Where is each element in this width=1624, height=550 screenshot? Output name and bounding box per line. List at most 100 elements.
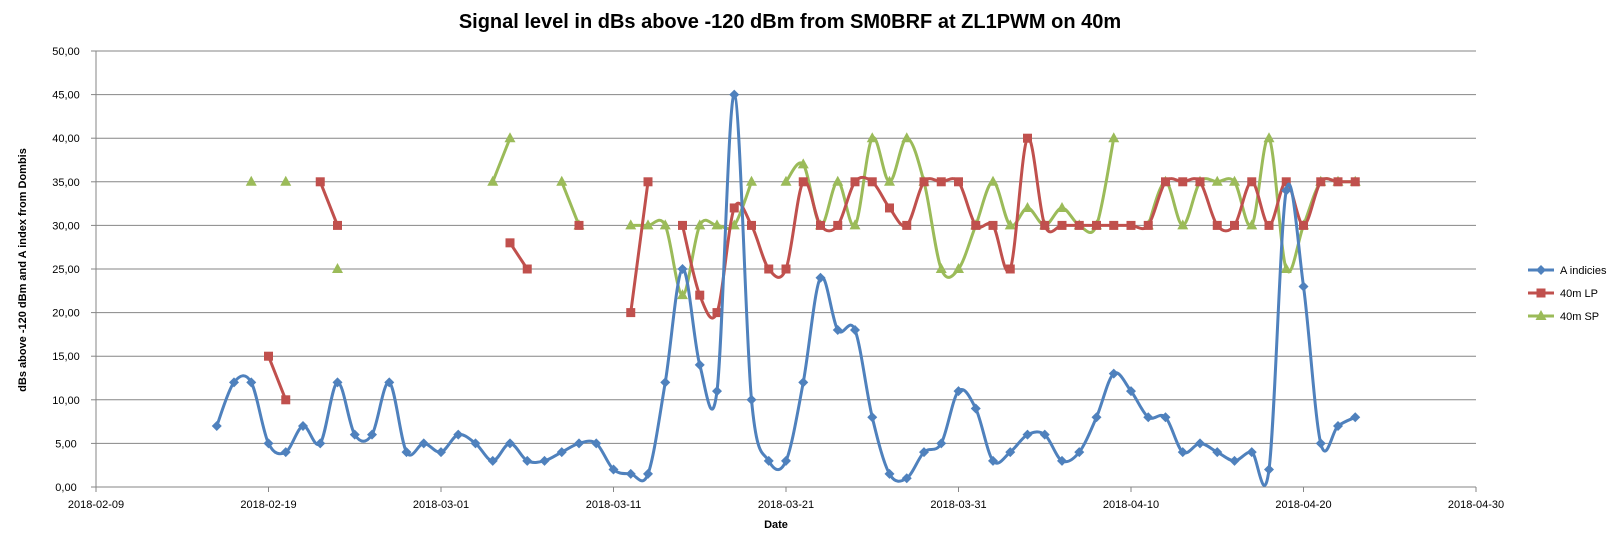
data-point-40m-lp [1350,177,1360,187]
data-point-40m-lp [747,220,756,230]
data-point-a-indicies [418,438,429,449]
data-point-40m-lp [1161,177,1170,187]
data-point-a-indicies [1177,447,1188,458]
legend-item-40m-lp: 40m LP [1528,288,1598,300]
data-point-a-indicies [1143,412,1154,423]
data-point-a-indicies [781,455,791,466]
series-line-a-indicies [215,93,1357,487]
data-point-40m-lp [1178,177,1188,187]
data-point-a-indicies [988,455,998,466]
legend-item-a-indicies: A indicies [1528,265,1607,277]
data-point-40m-lp [712,308,722,318]
data-point-40m-lp [954,177,963,187]
data-point-40m-sp [711,219,723,230]
data-point-a-indicies [712,386,722,397]
data-point-a-indicies [298,420,308,431]
data-point-a-indicies [660,377,671,388]
series-line-40m-sp [1146,136,1357,274]
data-point-40m-lp [1247,177,1257,187]
data-point-40m-sp [625,219,637,230]
legend-item-40m-sp: 40m SP [1528,310,1599,323]
data-point-40m-lp [867,177,877,187]
data-point-40m-sp [780,175,792,186]
data-point-a-indicies [919,447,929,458]
data-point-40m-sp [694,219,706,230]
data-point-a-indicies [1315,438,1326,449]
x-axis-ticks: 2018-02-09 2018-02-19 2018-03-01 2018-03-11… [68,487,1504,511]
data-point-a-indicies [1160,412,1171,423]
data-point-a-indicies [1108,368,1119,379]
data-point-40m-sp [935,263,947,273]
data-point-40m-sp [280,175,292,186]
data-point-40m-lp [1057,220,1067,230]
data-point-40m-sp [1211,175,1223,186]
data-point-40m-lp [1005,264,1015,274]
data-point-40m-lp [764,264,774,274]
data-point-40m-sp [1004,219,1016,230]
data-point-40m-lp [643,177,653,187]
data-point-a-indicies [1212,447,1223,458]
data-point-40m-sp [884,175,895,186]
data-point-a-indicies [211,420,222,431]
data-point-40m-sp [849,219,861,230]
data-point-a-indicies [884,468,895,479]
y-tick-label: 50,00 [52,46,80,58]
data-point-40m-sp [866,132,878,143]
data-point-40m-lp [798,177,808,187]
y-tick-label: 5,00 [55,438,76,450]
data-point-40m-lp [315,177,325,187]
data-point-a-indicies [1246,447,1257,458]
legend-marker-40m-sp [1535,310,1547,320]
data-point-a-indicies [315,438,326,449]
chart-title: Signal level in dBs above -120 dBm from … [459,11,1121,33]
data-point-40m-lp [833,220,843,230]
x-tick-label: 2018-04-10 [1103,499,1159,511]
data-point-40m-lp [1212,220,1222,230]
series-line-40m-sp [629,180,753,297]
data-point-40m-lp [1109,220,1119,230]
data-point-40m-lp [1316,177,1326,187]
data-point-a-indicies [1333,420,1343,431]
y-axis-label: dBs above -120 dBm and A index from Domb… [17,148,29,392]
y-axis-ticks: 0,00 5,00 10,00 15,00 20,00 25,00 30,00 35,00 40… [52,46,96,494]
legend-label-40m-lp: 40m LP [1560,288,1598,300]
y-tick-label: 25,00 [52,264,80,276]
x-tick-label: 2018-03-01 [413,499,469,511]
data-point-a-indicies [263,438,274,449]
x-tick-label: 2018-02-19 [240,499,296,511]
series-layer [211,89,1361,487]
data-point-40m-lp [1074,220,1084,230]
data-point-40m-sp [1022,201,1033,212]
data-point-a-indicies [953,386,964,397]
data-point-a-indicies [470,438,481,449]
data-point-40m-sp [987,175,999,186]
data-point-a-indicies [401,447,412,458]
data-point-a-indicies [332,377,343,388]
data-point-40m-lp [1023,133,1032,143]
data-point-a-indicies [677,264,688,274]
x-tick-label: 2018-03-21 [758,499,814,511]
y-tick-label: 10,00 [52,395,80,407]
series-40m-sp [245,132,1361,300]
series-line-40m-lp [681,136,1357,320]
data-point-40m-sp [1056,201,1068,212]
data-point-a-indicies [522,455,533,466]
data-point-40m-lp [695,290,705,300]
data-point-a-indicies [608,464,619,475]
data-point-a-indicies [1264,464,1274,475]
data-point-40m-lp [781,264,791,274]
data-point-40m-sp [832,175,844,186]
x-axis-label: Date [764,519,788,531]
data-point-40m-sp [1177,219,1189,230]
data-point-a-indicies [1281,185,1292,196]
y-tick-label: 35,00 [52,177,80,189]
data-point-a-indicies [970,403,981,414]
data-point-a-indicies [694,359,705,370]
data-point-40m-lp [522,264,532,274]
data-point-a-indicies [763,455,774,466]
data-point-a-indicies [1126,386,1136,397]
data-point-a-indicies [539,455,550,466]
data-point-40m-lp [850,177,860,187]
data-point-40m-sp [245,175,257,186]
